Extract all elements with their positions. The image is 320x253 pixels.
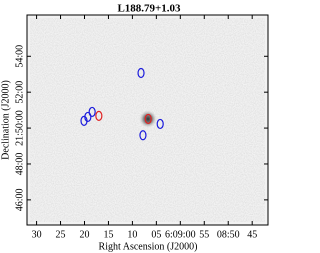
x-tick-label: 15 — [103, 229, 113, 240]
bright-source — [139, 110, 157, 128]
source-ellipse — [144, 113, 152, 125]
y-axis-label: Declination (J2000) — [0, 80, 11, 160]
chart-title: L188.79+1.03 — [117, 3, 181, 15]
x-tick-label: 05 — [151, 229, 161, 240]
y-tick-label: 54:00 — [14, 45, 25, 68]
x-tick-label: 30 — [32, 229, 42, 240]
y-tick-label: 46:00 — [14, 188, 25, 211]
x-tick-label: 08:50 — [217, 229, 240, 240]
source-ellipse — [95, 110, 103, 121]
x-tick-label: 10 — [127, 229, 137, 240]
chart: L188.79+1.03 Right Ascension (J2000) Dec… — [0, 3, 269, 252]
x-tick-label: 55 — [199, 229, 209, 240]
source-ellipse — [80, 115, 88, 126]
source-ellipse — [88, 106, 96, 118]
x-tick-label: 20 — [79, 229, 89, 240]
source-ellipse — [137, 67, 145, 79]
x-tick-label: 6:09:00 — [165, 229, 196, 240]
y-tick-label: 21:50:00 — [14, 110, 25, 146]
x-tick-label: 25 — [56, 229, 66, 240]
x-axis-label: Right Ascension (J2000) — [99, 241, 198, 252]
source-ellipse — [139, 130, 147, 141]
x-tick-label: 45 — [247, 229, 257, 240]
y-tick-label: 52:00 — [14, 81, 25, 104]
plot-frame — [26, 14, 269, 226]
y-tick-label: 48:00 — [14, 153, 25, 176]
source-ellipse — [156, 118, 164, 130]
